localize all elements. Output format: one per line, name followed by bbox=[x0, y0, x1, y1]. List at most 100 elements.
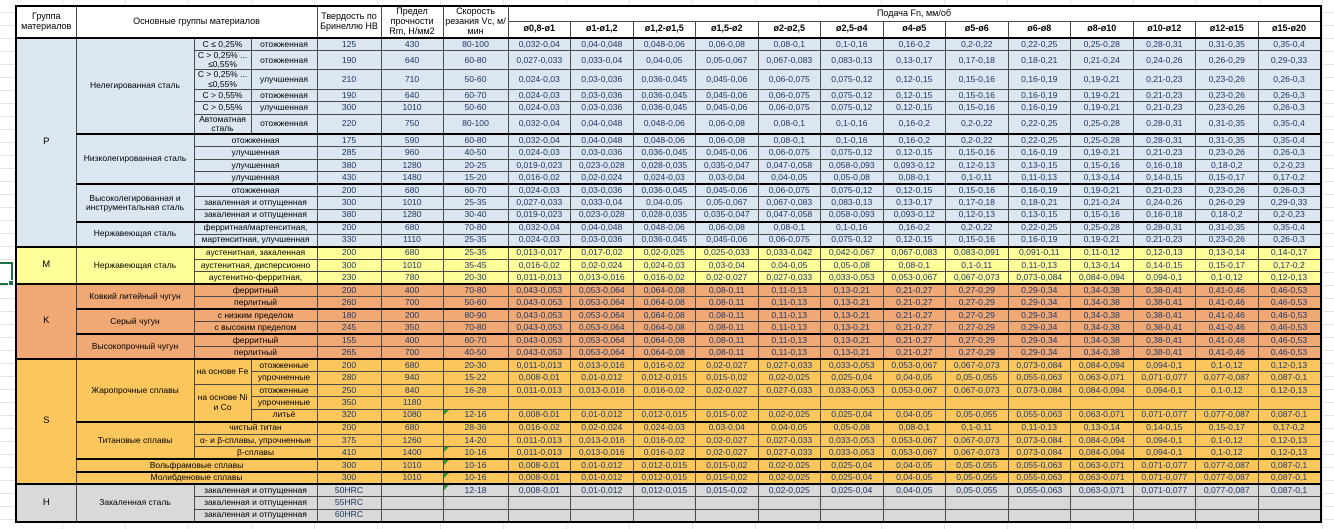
feed-cell[interactable]: 0,045-0,06 bbox=[695, 101, 759, 115]
rm-cell[interactable]: 700 bbox=[380, 346, 444, 360]
feed-cell[interactable] bbox=[1007, 496, 1071, 510]
feed-cell[interactable]: 0,067-0,073 bbox=[945, 358, 1009, 373]
feed-cell[interactable]: 0,41-0,46 bbox=[1195, 346, 1259, 360]
feed-cell[interactable]: 0,048-0,06 bbox=[632, 113, 696, 135]
feed-cell[interactable] bbox=[570, 508, 634, 523]
feed-cell[interactable]: 0,02-0,027 bbox=[695, 433, 759, 448]
hb-cell[interactable]: 180 bbox=[316, 308, 382, 323]
feed-cell[interactable]: 0,13-0,17 bbox=[882, 49, 946, 71]
feed-cell[interactable]: 0,094-0,1 bbox=[1132, 271, 1196, 285]
hb-cell[interactable]: 200 bbox=[316, 220, 382, 235]
feed-cell[interactable]: 0,15-0,17 bbox=[1195, 258, 1259, 273]
hb-cell[interactable]: 320 bbox=[316, 408, 382, 423]
feed-cell[interactable]: 0,047-0,058 bbox=[757, 158, 821, 173]
vc-cell[interactable]: 30-40 bbox=[442, 208, 509, 223]
family-cell[interactable]: Высоколегированная и инструментальная ст… bbox=[75, 183, 195, 223]
feed-cell[interactable] bbox=[1132, 508, 1196, 523]
feed-cell[interactable] bbox=[1195, 508, 1259, 523]
feed-cell[interactable]: 0,03-0,04 bbox=[695, 171, 759, 185]
feed-cell[interactable]: 0,14-0,15 bbox=[1132, 420, 1196, 435]
feed-cell[interactable]: 0,08-0,1 bbox=[757, 220, 821, 235]
feed-cell[interactable]: 0,008-0,01 bbox=[507, 371, 571, 385]
state-cell[interactable]: закаленная и отпущенная bbox=[193, 496, 318, 510]
feed-cell[interactable]: 0,071-0,077 bbox=[1132, 371, 1196, 385]
feed-cell[interactable]: 0,12-0,13 bbox=[1257, 446, 1321, 460]
feed-cell[interactable]: 0,03-0,036 bbox=[570, 69, 634, 90]
rm-cell[interactable]: 1280 bbox=[380, 158, 444, 173]
feed-cell[interactable]: 0,067-0,083 bbox=[882, 245, 946, 260]
vc-cell[interactable]: 50-60 bbox=[442, 69, 509, 90]
feed-cell[interactable] bbox=[820, 508, 884, 523]
state-cell[interactable]: ферритный bbox=[193, 283, 318, 298]
feed-cell[interactable]: 0,02-0,025 bbox=[757, 408, 821, 423]
feed-cell[interactable]: 0,01-0,012 bbox=[570, 458, 634, 473]
feed-cell[interactable]: 0,12-0,15 bbox=[882, 183, 946, 198]
vc-cell[interactable]: 50-60 bbox=[442, 101, 509, 115]
hb-cell[interactable]: 300 bbox=[316, 196, 382, 210]
family-cell[interactable]: Нержавеющая сталь bbox=[75, 245, 195, 285]
feed-cell[interactable]: 0,043-0,053 bbox=[507, 296, 571, 310]
feed-cell[interactable]: 0,067-0,073 bbox=[945, 446, 1009, 460]
feed-cell[interactable]: 0,024-0,03 bbox=[632, 258, 696, 273]
feed-cell[interactable]: 0,25-0,28 bbox=[1070, 113, 1134, 135]
feed-cell[interactable]: 0,27-0,29 bbox=[945, 346, 1009, 360]
feed-cell[interactable]: 0,01-0,012 bbox=[570, 371, 634, 385]
feed-cell[interactable]: 0,12-0,13 bbox=[945, 208, 1009, 223]
feed-cell[interactable]: 0,41-0,46 bbox=[1195, 296, 1259, 310]
feed-cell[interactable]: 0,08-0,11 bbox=[695, 346, 759, 360]
feed-cell[interactable] bbox=[507, 496, 571, 510]
feed-cell[interactable]: 0,063-0,071 bbox=[1070, 458, 1134, 473]
feed-cell[interactable]: 0,29-0,34 bbox=[1007, 308, 1071, 323]
hb-cell[interactable]: 265 bbox=[316, 346, 382, 360]
feed-cell[interactable]: 0,067-0,083 bbox=[757, 196, 821, 210]
feed-cell[interactable]: 0,28-0,31 bbox=[1132, 113, 1196, 135]
state-cell[interactable]: чистый титан bbox=[193, 420, 318, 435]
feed-cell[interactable]: 0,34-0,38 bbox=[1070, 296, 1134, 310]
feed-cell[interactable]: 0,29-0,34 bbox=[1007, 346, 1071, 360]
vc-cell[interactable]: 60-70 bbox=[442, 183, 509, 198]
feed-cell[interactable]: 0,05-0,055 bbox=[945, 470, 1009, 485]
rm-cell[interactable]: 1480 bbox=[380, 171, 444, 185]
feed-cell[interactable]: 0,077-0,087 bbox=[1195, 408, 1259, 423]
feed-cell[interactable]: 0,033-0,053 bbox=[820, 358, 884, 373]
vc-cell[interactable]: 12-16 bbox=[442, 408, 509, 423]
feed-cell[interactable]: 0,21-0,27 bbox=[882, 333, 946, 348]
feed-cell[interactable]: 0,26-0,3 bbox=[1257, 88, 1321, 103]
feed-cell[interactable]: 0,2-0,22 bbox=[945, 113, 1009, 135]
group-cell[interactable]: H bbox=[15, 483, 77, 523]
feed-cell[interactable]: 0,013-0,016 bbox=[570, 358, 634, 373]
feed-cell[interactable]: 0,045-0,06 bbox=[695, 69, 759, 90]
feed-cell[interactable]: 0,025-0,033 bbox=[695, 245, 759, 260]
feed-cell[interactable]: 0,15-0,17 bbox=[1195, 420, 1259, 435]
feed-cell[interactable]: 0,053-0,067 bbox=[882, 446, 946, 460]
feed-cell[interactable]: 0,25-0,28 bbox=[1070, 133, 1134, 148]
family-cell[interactable]: Низколегированная сталь bbox=[75, 133, 195, 185]
feed-cell[interactable]: 0,01-0,012 bbox=[570, 483, 634, 498]
feed-cell[interactable]: 0,094-0,1 bbox=[1132, 358, 1196, 373]
feed-cell[interactable]: 0,084-0,094 bbox=[1070, 358, 1134, 373]
rm-cell[interactable]: 680 bbox=[380, 220, 444, 235]
state-cell[interactable]: отожженные bbox=[250, 358, 318, 373]
rm-cell[interactable]: 840 bbox=[380, 383, 444, 398]
state-cell[interactable]: упрочненные bbox=[250, 371, 318, 385]
feed-cell[interactable]: 0,028-0,035 bbox=[632, 208, 696, 223]
feed-cell[interactable]: 0,1-0,11 bbox=[945, 171, 1009, 185]
feed-cell[interactable]: 0,11-0,13 bbox=[757, 321, 821, 335]
feed-cell[interactable]: 0,06-0,075 bbox=[757, 183, 821, 198]
rm-cell[interactable]: 780 bbox=[380, 271, 444, 285]
feed-cell[interactable]: 0,077-0,087 bbox=[1195, 371, 1259, 385]
feed-cell[interactable]: 0,26-0,3 bbox=[1257, 101, 1321, 115]
header-diameter-range[interactable]: ø1,2-ø1,5 bbox=[632, 20, 696, 39]
feed-cell[interactable]: 0,08-0,1 bbox=[882, 171, 946, 185]
hb-cell[interactable]: 55HRC bbox=[316, 496, 382, 510]
feed-cell[interactable] bbox=[757, 496, 821, 510]
feed-cell[interactable]: 0,013-0,016 bbox=[570, 383, 634, 398]
family-cell[interactable]: Жаропрочные сплавы bbox=[75, 358, 195, 423]
feed-cell[interactable]: 0,043-0,053 bbox=[507, 346, 571, 360]
feed-cell[interactable]: 0,05-0,055 bbox=[945, 408, 1009, 423]
feed-cell[interactable]: 0,08-0,1 bbox=[757, 113, 821, 135]
feed-cell[interactable]: 0,032-0,04 bbox=[507, 220, 571, 235]
rm-cell[interactable]: 1010 bbox=[380, 458, 444, 473]
feed-cell[interactable]: 0,027-0,033 bbox=[507, 49, 571, 71]
hb-cell[interactable]: 300 bbox=[316, 258, 382, 273]
